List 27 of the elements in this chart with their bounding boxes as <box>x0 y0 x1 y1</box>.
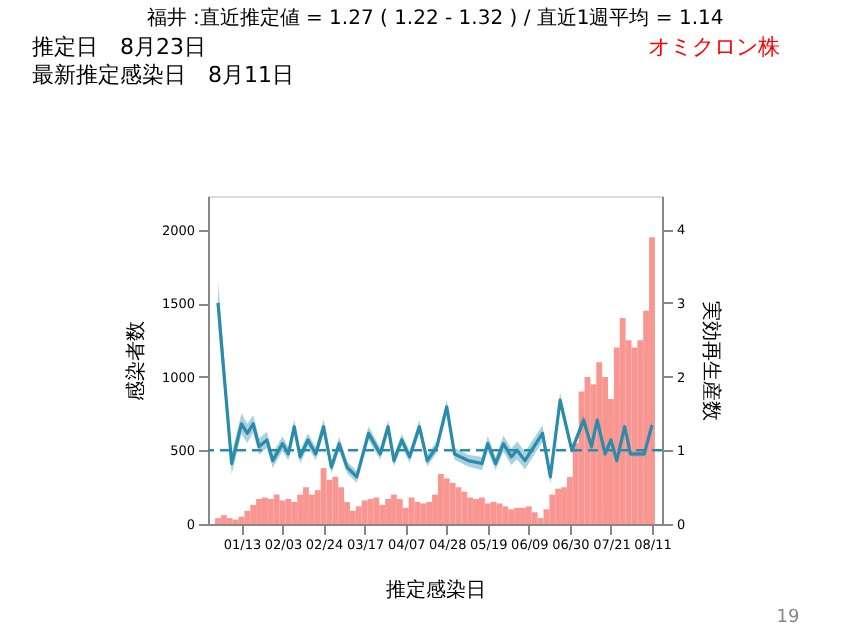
text: 推定日 8月23日 <box>32 34 206 60</box>
bar <box>619 318 626 524</box>
bar <box>502 506 509 524</box>
chart-title: 福井 :直近推定値 = 1.27 ( 1.22 - 1.32 ) / 直近1週平均 = 1.14 <box>146 6 724 30</box>
bar <box>525 506 532 524</box>
y2-axis-title: 実効再生産数 <box>699 301 724 421</box>
text: 最新推定感染日 8月11日 <box>32 62 294 88</box>
bar <box>250 504 257 524</box>
y-axis-title: 感染者数 <box>123 321 148 401</box>
bar <box>596 362 603 524</box>
bar <box>531 512 538 524</box>
x-axis-title: 推定感染日 <box>386 578 486 602</box>
text: オミクロン株 <box>648 34 780 60</box>
bar <box>355 506 362 524</box>
bar <box>649 237 655 524</box>
bar <box>385 499 391 524</box>
bar <box>549 494 556 524</box>
bar <box>361 500 368 524</box>
bar <box>244 510 251 524</box>
bar <box>297 494 304 524</box>
bar <box>479 497 485 524</box>
bar <box>437 473 444 524</box>
bar <box>226 518 233 524</box>
bar <box>396 499 403 524</box>
text: 19 <box>776 608 800 628</box>
bar <box>461 491 468 524</box>
bar <box>215 518 221 524</box>
